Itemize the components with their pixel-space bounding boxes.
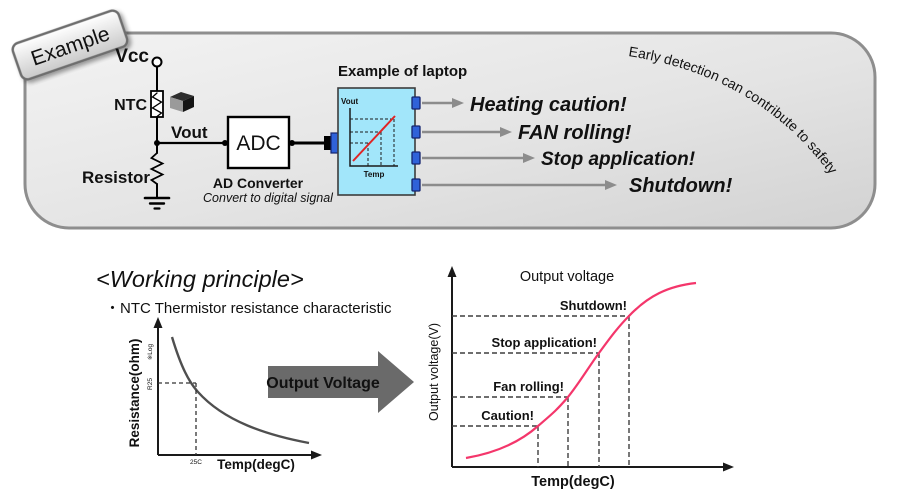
x-axis-arrow	[723, 462, 734, 472]
alert-arrows	[422, 101, 606, 187]
alert-heating-caution: Heating caution!	[470, 94, 627, 116]
x-axis-arrow	[311, 450, 322, 460]
resistor-label: Resistor	[82, 168, 150, 187]
laptop-box	[337, 87, 416, 196]
chip-icon	[170, 92, 194, 112]
mini-chart-xlabel: Temp	[364, 170, 385, 179]
mini-chart-dashed-grid	[350, 118, 395, 166]
laptop-block: Example of laptop Vout Temp	[337, 63, 467, 196]
alert-fan-rolling: FAN rolling!	[518, 122, 632, 144]
r25-tick: R25	[147, 378, 154, 390]
threshold-fan-rolling: Fan rolling!	[493, 379, 564, 394]
threshold-stop-application: Stop application!	[492, 335, 597, 350]
t25-tick: 25C	[190, 459, 202, 466]
adc-box	[226, 115, 291, 170]
vcc-terminal	[151, 56, 163, 68]
resistance-chart: Resistance(ohm) ※Log R25 25C Temp(degC)	[127, 317, 322, 472]
resistance-curve	[170, 336, 310, 445]
ntc-zigzag	[151, 92, 163, 118]
ntc-label: NTC	[114, 97, 147, 114]
connector-plug	[324, 136, 331, 150]
voltage-ylabel: Output voltage(V)	[427, 323, 441, 421]
vcc-label: Vcc	[115, 46, 149, 67]
alert-shutdown: Shutdown!	[629, 175, 733, 197]
r25-guides	[158, 382, 197, 455]
adc-input-dot	[222, 140, 228, 146]
laptop-title: Example of laptop	[338, 63, 467, 80]
output-voltage-arrow-label: Output Voltage	[266, 375, 380, 392]
adc-box-label: ADC	[236, 132, 280, 155]
voltage-chart-title: Output voltage	[520, 269, 614, 285]
example-panel	[23, 31, 877, 230]
ground-symbol	[143, 196, 171, 210]
vout-label: Vout	[171, 123, 208, 142]
thermistor-circuit: Vcc NTC Vout ADC Resistor AD Con	[82, 46, 340, 210]
resistance-ylabel: Resistance(ohm)	[127, 339, 142, 448]
resistor-symbol	[149, 152, 165, 185]
voltage-curve	[465, 281, 697, 460]
output-voltage-arrow: Output Voltage	[266, 351, 414, 413]
alert-stop-application: Stop application!	[541, 149, 695, 170]
threshold-caution: Caution!	[481, 408, 534, 423]
threshold-shutdown: Shutdown!	[560, 298, 627, 313]
output-voltage-chart: Output voltage Output voltage(V) Temp(de…	[427, 266, 734, 490]
example-tag-box	[11, 9, 129, 81]
alert-arrowheads	[452, 98, 617, 190]
resistance-xlabel: Temp(degC)	[217, 457, 295, 472]
mini-chart-ylabel: Vout	[341, 97, 359, 106]
log-scale-note: ※Log	[147, 343, 154, 360]
y-axis-arrow	[447, 266, 457, 277]
threshold-guides	[452, 315, 630, 467]
ntc-characteristic-bullet: ・NTC Thermistor resistance characteristi…	[105, 300, 392, 317]
mini-chart-curve	[352, 115, 396, 162]
ad-converter-title: AD Converter	[213, 175, 304, 191]
mini-chart-axes	[349, 108, 398, 167]
voltage-xlabel: Temp(degC)	[531, 474, 615, 490]
working-principle-heading: <Working principle>	[96, 266, 304, 292]
y-axis-arrow	[153, 317, 163, 328]
ad-converter-note: Convert to digital signal	[203, 191, 334, 205]
laptop-ports-right	[411, 96, 421, 192]
